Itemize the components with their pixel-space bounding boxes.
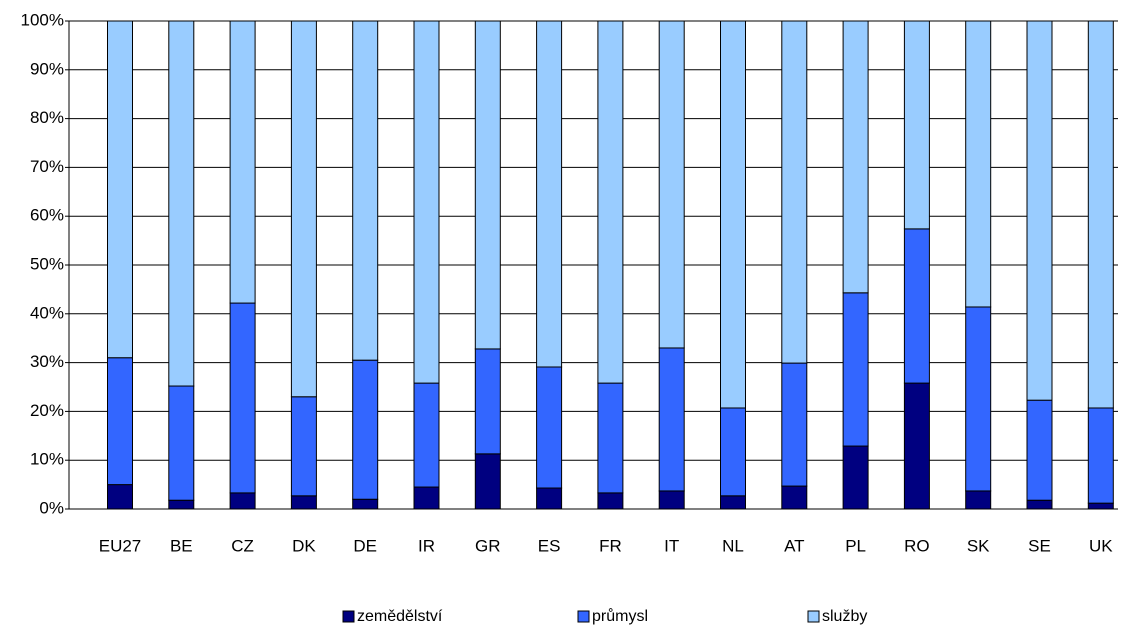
- bar-segment: [842, 445, 869, 510]
- y-tick-label: 10%: [30, 450, 64, 469]
- bar-segment: [536, 20, 563, 368]
- bar-segment: [536, 487, 563, 510]
- bar-segment: [1026, 399, 1053, 501]
- x-tick-label: EU27: [99, 536, 142, 555]
- bar-segment: [781, 20, 808, 364]
- bar-segment: [352, 359, 379, 500]
- x-tick-label: NL: [722, 536, 744, 555]
- legend-swatch: [577, 610, 590, 623]
- bar-segment: [474, 20, 501, 350]
- bar-segment: [658, 347, 685, 492]
- x-tick-label: PL: [845, 536, 866, 555]
- bar-segment: [413, 486, 440, 510]
- y-tick-label: 60%: [30, 206, 64, 225]
- x-tick-label: DE: [353, 536, 377, 555]
- bar-segment: [352, 498, 379, 510]
- bar-segment: [1026, 20, 1053, 401]
- x-tick-label: BE: [170, 536, 193, 555]
- bar-segment: [965, 490, 992, 510]
- x-tick-label: FR: [599, 536, 622, 555]
- bar-segment: [168, 499, 195, 510]
- x-tick-label: DK: [292, 536, 316, 555]
- bar-segment: [413, 382, 440, 488]
- bar-segment: [290, 396, 317, 497]
- bar-segment: [1087, 502, 1114, 510]
- x-tick-label: ES: [538, 536, 561, 555]
- legend-swatch: [342, 610, 355, 623]
- x-tick-label: SK: [967, 536, 990, 555]
- x-tick-label: UK: [1089, 536, 1113, 555]
- bar-segment: [413, 20, 440, 384]
- legend-label: služby: [822, 608, 867, 625]
- x-tick-label: IT: [664, 536, 679, 555]
- y-tick-label: 50%: [30, 254, 64, 273]
- y-tick-label: 40%: [30, 303, 64, 322]
- bar-segment: [107, 20, 133, 359]
- x-tick-label: IR: [418, 536, 435, 555]
- x-tick-label: RO: [904, 536, 930, 555]
- bar-segment: [597, 492, 624, 510]
- bar-segment: [842, 20, 869, 294]
- bar-segment: [168, 20, 195, 387]
- y-tick-label: 20%: [30, 401, 64, 420]
- y-tick-label: 0%: [39, 498, 64, 517]
- bar-segment: [842, 292, 869, 447]
- bar-segment: [474, 453, 501, 510]
- bar-segment: [781, 485, 808, 510]
- x-tick-label: SE: [1028, 536, 1051, 555]
- bar-segment: [720, 495, 746, 510]
- legend-label: zemědělství: [357, 608, 443, 625]
- legend-label: průmysl: [592, 607, 648, 625]
- bar-segment: [965, 20, 992, 308]
- bar-segment: [597, 20, 624, 384]
- bar-segment: [474, 348, 501, 455]
- x-tick-label: GR: [475, 536, 501, 555]
- bar-segment: [290, 495, 317, 510]
- x-tick-label: CZ: [231, 536, 254, 555]
- bar-segment: [903, 382, 930, 510]
- bar-segment: [1026, 499, 1053, 510]
- bar-segment: [229, 302, 256, 494]
- bar-segment: [597, 382, 624, 494]
- bar-segment: [903, 20, 930, 230]
- bar-segment: [107, 484, 133, 510]
- bar-segment: [720, 20, 746, 409]
- bar-segment: [903, 228, 930, 384]
- legend-swatch: [807, 610, 820, 623]
- x-tick-label: AT: [784, 536, 804, 555]
- bar-segment: [965, 306, 992, 492]
- bar-segment: [658, 490, 685, 510]
- bar-segment: [658, 20, 685, 349]
- y-tick-label: 90%: [30, 59, 64, 78]
- bar-segment: [352, 20, 379, 361]
- bar-segment: [720, 407, 746, 497]
- bar-segment: [781, 362, 808, 487]
- y-tick-label: 30%: [30, 352, 64, 371]
- y-tick-label: 80%: [30, 108, 64, 127]
- bar-segment: [229, 20, 256, 304]
- bar-segment: [536, 366, 563, 489]
- bar-segment: [1087, 407, 1114, 504]
- y-tick-label: 100%: [21, 10, 64, 29]
- bar-segment: [229, 492, 256, 510]
- bar-segment: [168, 385, 195, 501]
- y-tick-label: 70%: [30, 157, 64, 176]
- bar-segment: [107, 357, 133, 486]
- bar-segment: [290, 20, 317, 398]
- bar-segment: [1087, 20, 1114, 409]
